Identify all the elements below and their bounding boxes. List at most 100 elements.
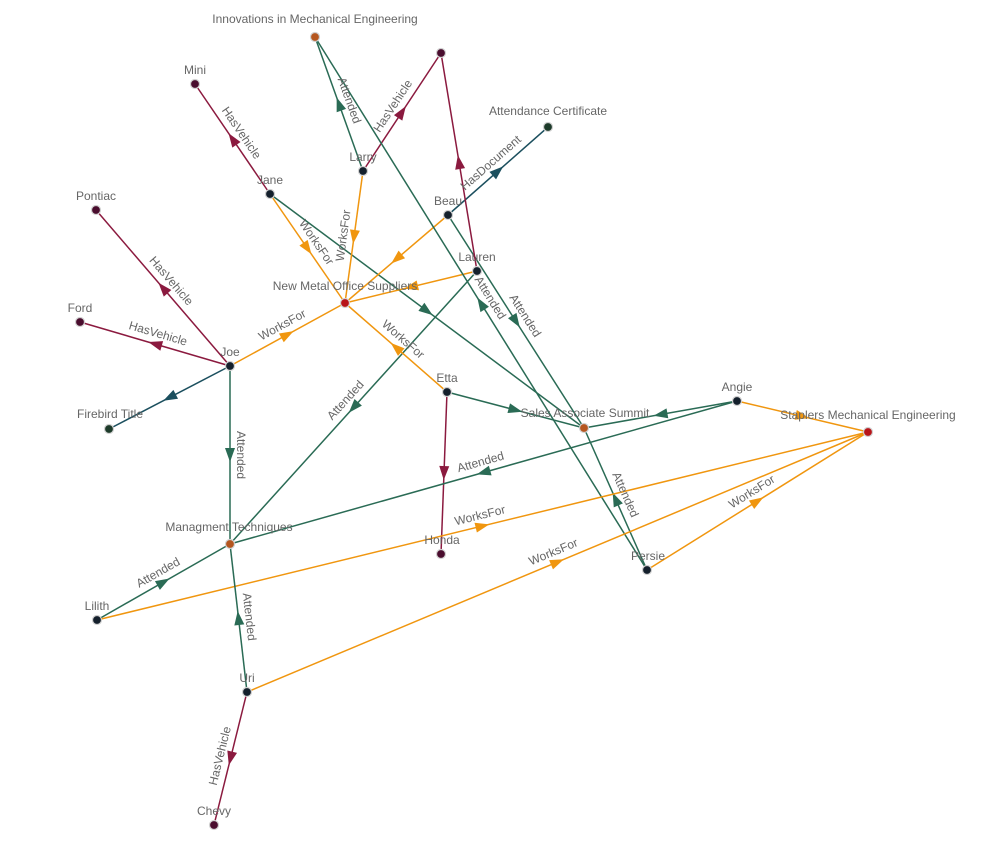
edge-arrow-icon xyxy=(794,410,810,420)
node-label: Firebird Title xyxy=(77,407,143,421)
node-dot[interactable] xyxy=(357,165,369,177)
node-dot[interactable] xyxy=(471,265,483,277)
node-joe[interactable]: Joe xyxy=(220,345,240,372)
node-dot[interactable] xyxy=(224,360,236,372)
node-dot[interactable] xyxy=(542,121,554,133)
edge-arrow-icon xyxy=(612,492,623,508)
node-label: Sales Associate Summit xyxy=(521,406,650,420)
node-larry[interactable]: Larry xyxy=(349,150,377,177)
node-label: Attendance Certificate xyxy=(489,104,607,118)
node-dot[interactable] xyxy=(91,614,103,626)
node-label: Honda xyxy=(424,533,460,547)
edge-arrow-icon xyxy=(154,578,170,590)
node-label: Uri xyxy=(239,671,254,685)
node-dot[interactable] xyxy=(442,209,454,221)
edge-arrow-icon xyxy=(299,239,312,255)
node-etta[interactable]: Etta xyxy=(436,371,458,398)
node-beau[interactable]: Beau xyxy=(434,194,462,221)
nodes-layer: Innovations in Mechanical Engineering Min… xyxy=(68,12,956,831)
node-innovations-in-mechanical-engineering[interactable]: Innovations in Mechanical Engineering xyxy=(212,12,418,43)
edge-arrow-icon xyxy=(653,408,669,419)
edge-arrow-icon xyxy=(158,282,172,297)
node-lilith[interactable]: Lilith xyxy=(85,599,110,626)
edge-arrow-icon xyxy=(227,750,238,766)
node-dot[interactable] xyxy=(578,422,590,434)
node-jane[interactable]: Jane xyxy=(257,173,283,200)
node-ford[interactable]: Ford xyxy=(68,301,93,328)
node-label: Staplers Mechanical Engineering xyxy=(780,408,955,422)
node-label: Etta xyxy=(436,371,458,385)
edge-arrow-icon xyxy=(148,341,164,351)
edge-arrow-icon xyxy=(508,312,520,328)
node-label: Innovations in Mechanical Engineering xyxy=(212,12,417,26)
node-label: Managment Techniques xyxy=(165,520,292,534)
node-firebird-title[interactable]: Firebird Title xyxy=(77,407,143,435)
node-label: Lauren xyxy=(458,250,495,264)
edge-arrow-icon xyxy=(748,497,764,509)
node-dot[interactable] xyxy=(309,31,321,43)
node-dot[interactable] xyxy=(435,47,447,59)
node-label: Ford xyxy=(68,301,93,315)
node-label: Chevy xyxy=(197,804,231,818)
node-honda[interactable]: Honda xyxy=(424,533,460,560)
node-label: Joe xyxy=(220,345,240,359)
edge-arrow-icon xyxy=(163,389,179,401)
edge-label: Attended xyxy=(335,75,364,125)
edge-label: Attended xyxy=(234,431,248,479)
node-dot[interactable] xyxy=(435,548,447,560)
edge-arrow-icon xyxy=(225,448,235,462)
node-dot[interactable] xyxy=(339,297,351,309)
edge-arrow-icon xyxy=(476,465,492,476)
node-dot[interactable] xyxy=(441,386,453,398)
node-dot[interactable] xyxy=(74,316,86,328)
node-dot[interactable] xyxy=(224,538,236,550)
node-chevy[interactable]: Chevy xyxy=(197,804,231,831)
edge-arrow-icon xyxy=(474,522,490,533)
node-dot[interactable] xyxy=(103,423,115,435)
node-label: Beau xyxy=(434,194,462,208)
node-dot[interactable] xyxy=(731,395,743,407)
edge-arrow-icon xyxy=(336,97,347,113)
node-pontiac[interactable]: Pontiac xyxy=(76,189,116,216)
node-managment-techniques[interactable]: Managment Techniques xyxy=(165,520,293,550)
edge-arrow-icon xyxy=(349,229,360,244)
node-dot[interactable] xyxy=(90,204,102,216)
edge-arrow-icon xyxy=(391,250,406,264)
node-dot[interactable] xyxy=(241,686,253,698)
node-dot[interactable] xyxy=(862,426,874,438)
node-uri[interactable]: Uri xyxy=(239,671,255,698)
edge-arrow-icon xyxy=(549,559,564,570)
node-dot[interactable] xyxy=(189,78,201,90)
edge-arrow-icon xyxy=(455,155,466,170)
edge-arrow-icon xyxy=(418,302,433,316)
node-label: New Metal Office Suppliers xyxy=(273,279,418,293)
edge-arrow-icon xyxy=(390,342,405,356)
node-dot[interactable] xyxy=(641,564,653,576)
edge-label: Attended xyxy=(240,592,259,641)
node-lauren[interactable]: Lauren xyxy=(458,250,496,277)
edge-label: WorksFor xyxy=(296,217,337,268)
node-dot[interactable] xyxy=(264,188,276,200)
node-label: Persie xyxy=(631,549,665,563)
node-dot[interactable] xyxy=(208,819,220,831)
edge-arrow-icon xyxy=(507,403,523,414)
edge-label: WorksFor xyxy=(333,209,354,262)
edge-arrow-icon xyxy=(234,611,245,626)
node-unlabeled[interactable] xyxy=(435,47,447,59)
node-attendance-certificate[interactable]: Attendance Certificate xyxy=(489,104,607,133)
node-mini[interactable]: Mini xyxy=(184,63,206,90)
edges-layer xyxy=(79,36,869,826)
node-label: Larry xyxy=(349,150,376,164)
node-persie[interactable]: Persie xyxy=(631,549,665,576)
node-staplers-mechanical-engineering[interactable]: Staplers Mechanical Engineering xyxy=(780,408,956,438)
edge-label: Attended xyxy=(455,449,505,476)
node-angie[interactable]: Angie xyxy=(722,380,753,407)
edge-arrow-icon xyxy=(278,331,294,343)
node-label: Lilith xyxy=(85,599,110,613)
node-sales-associate-summit[interactable]: Sales Associate Summit xyxy=(521,406,650,434)
node-label: Pontiac xyxy=(76,189,116,203)
node-new-metal-office-suppliers[interactable]: New Metal Office Suppliers xyxy=(273,279,418,309)
edge-arrow-icon xyxy=(489,166,504,180)
